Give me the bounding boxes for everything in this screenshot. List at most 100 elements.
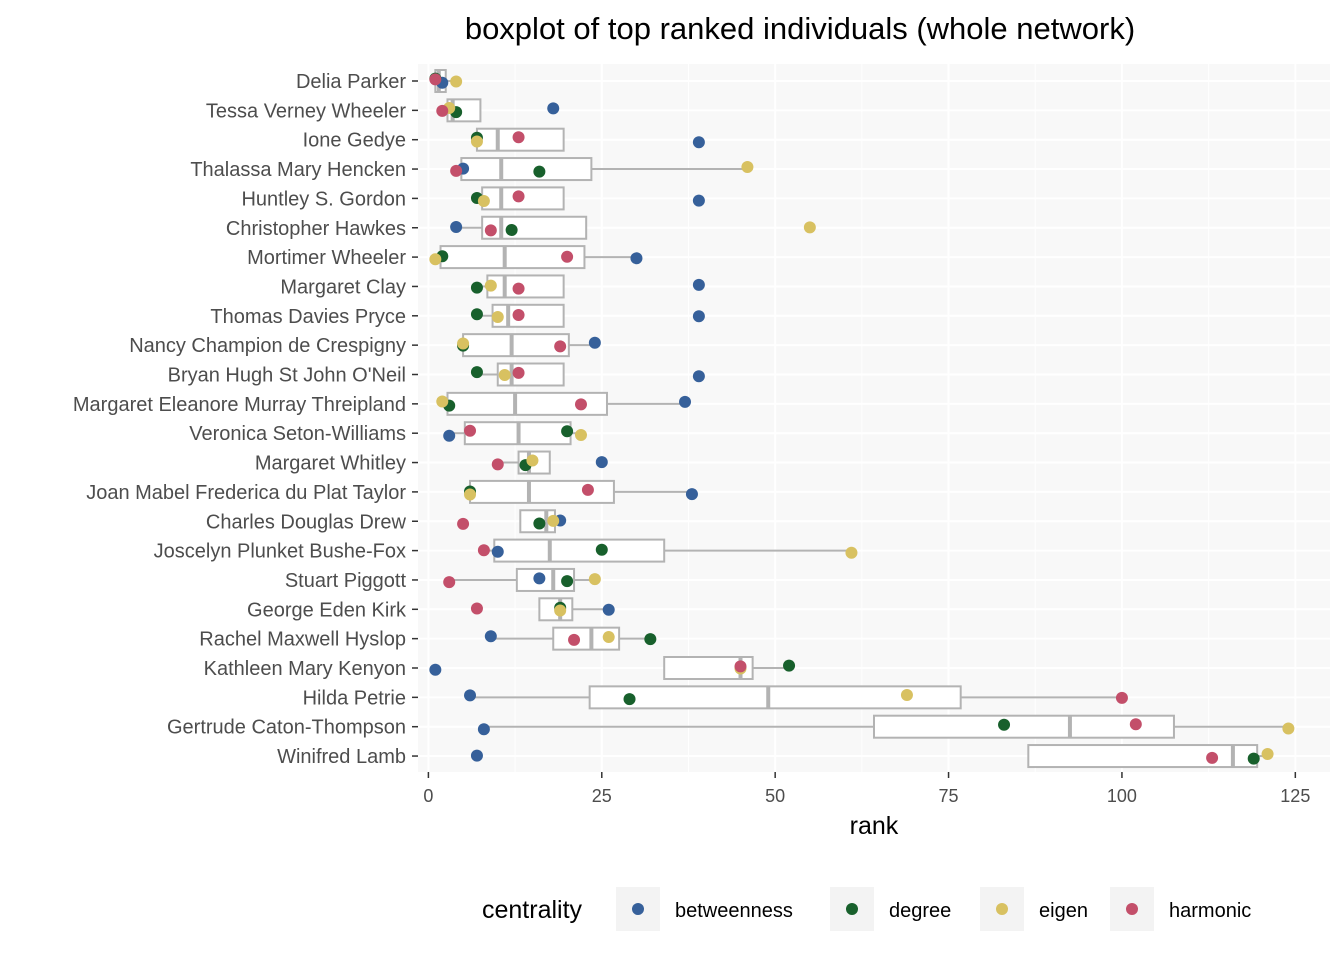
y-tick-label: Nancy Champion de Crespigny bbox=[129, 335, 406, 357]
y-tick-label: Mortimer Wheeler bbox=[247, 247, 406, 269]
point-degree bbox=[470, 308, 483, 321]
legend-entry-harmonic: harmonic bbox=[1110, 887, 1251, 931]
box-iqr bbox=[588, 685, 962, 710]
legend-title: centrality bbox=[482, 896, 583, 924]
point-betweenness bbox=[692, 278, 705, 291]
point-betweenness bbox=[477, 723, 490, 736]
box-iqr bbox=[515, 567, 576, 592]
point-harmonic bbox=[457, 517, 470, 530]
box-8 bbox=[476, 303, 565, 328]
legend-swatch bbox=[632, 903, 644, 915]
data-points bbox=[429, 72, 1295, 765]
point-eigen bbox=[526, 454, 539, 467]
point-eigen bbox=[450, 75, 463, 88]
legend-entry-degree: degree bbox=[830, 887, 951, 931]
plot-panel bbox=[418, 64, 1330, 772]
point-eigen bbox=[845, 546, 858, 559]
y-tick-label: Stuart Piggott bbox=[285, 570, 407, 592]
x-axis: 0 25 50 75 100 125 bbox=[423, 772, 1310, 806]
x-tick-label: 50 bbox=[765, 786, 785, 806]
point-harmonic bbox=[512, 309, 525, 321]
point-harmonic bbox=[491, 458, 504, 471]
point-harmonic bbox=[512, 190, 525, 203]
point-betweenness bbox=[470, 749, 483, 762]
box-iqr bbox=[462, 333, 570, 358]
x-tick-label: 100 bbox=[1107, 786, 1137, 806]
point-betweenness bbox=[692, 310, 705, 323]
box-iqr bbox=[486, 274, 565, 299]
point-eigen bbox=[554, 604, 567, 617]
point-harmonic bbox=[512, 366, 525, 379]
point-harmonic bbox=[561, 250, 574, 263]
y-tick-label: Christopher Hawkes bbox=[226, 218, 406, 240]
y-tick-label: Rachel Maxwell Hyslop bbox=[199, 629, 406, 651]
y-tick-label: Charles Douglas Drew bbox=[206, 511, 407, 533]
point-betweenness bbox=[484, 630, 497, 643]
point-betweenness bbox=[491, 545, 504, 558]
box-iqr bbox=[663, 656, 754, 680]
point-harmonic bbox=[568, 633, 581, 646]
boxes bbox=[434, 69, 1289, 769]
point-eigen bbox=[477, 195, 490, 207]
point-betweenness bbox=[533, 572, 546, 585]
y-tick-label: Margaret Clay bbox=[280, 276, 406, 298]
point-eigen bbox=[1261, 748, 1274, 761]
y-axis: Delia Parker Tessa Verney Wheeler Ione Ged… bbox=[73, 71, 418, 768]
y-tick-label: George Eden Kirk bbox=[247, 599, 407, 621]
point-betweenness bbox=[450, 220, 463, 233]
point-betweenness bbox=[602, 603, 615, 616]
box-23 bbox=[1027, 744, 1268, 769]
legend: centrality betweenness degree eigen harmoni… bbox=[482, 887, 1251, 931]
point-eigen bbox=[470, 135, 483, 148]
point-eigen bbox=[498, 369, 511, 381]
legend-label: eigen bbox=[1039, 900, 1088, 922]
point-degree bbox=[533, 165, 546, 178]
point-degree bbox=[1247, 752, 1260, 765]
y-tick-label: Margaret Eleanore Murray Threipland bbox=[73, 394, 406, 416]
legend-swatch bbox=[846, 903, 858, 915]
point-harmonic bbox=[512, 282, 525, 295]
legend-swatch bbox=[996, 903, 1008, 915]
point-harmonic bbox=[484, 224, 497, 237]
point-harmonic bbox=[1206, 751, 1219, 764]
point-eigen bbox=[457, 337, 470, 350]
point-harmonic bbox=[477, 544, 490, 557]
point-harmonic bbox=[443, 576, 456, 589]
point-degree bbox=[470, 281, 483, 294]
point-eigen bbox=[436, 395, 449, 408]
point-betweenness bbox=[630, 252, 643, 265]
legend-swatch bbox=[1126, 903, 1138, 915]
point-eigen bbox=[491, 311, 504, 323]
y-tick-label: Tessa Verney Wheeler bbox=[206, 100, 406, 122]
y-tick-label: Hilda Petrie bbox=[303, 687, 406, 709]
x-tick-label: 0 bbox=[423, 786, 433, 806]
legend-label: betweenness bbox=[675, 900, 793, 922]
point-degree bbox=[783, 659, 796, 672]
point-degree bbox=[644, 633, 657, 646]
y-tick-label: Kathleen Mary Kenyon bbox=[204, 658, 406, 680]
x-tick-label: 125 bbox=[1280, 786, 1310, 806]
point-degree bbox=[561, 575, 574, 588]
point-eigen bbox=[900, 688, 913, 701]
point-harmonic bbox=[464, 424, 477, 437]
point-harmonic bbox=[450, 164, 463, 177]
point-degree bbox=[561, 425, 574, 438]
y-tick-label: Margaret Whitley bbox=[255, 453, 406, 475]
y-tick-label: Delia Parker bbox=[296, 71, 406, 93]
point-degree bbox=[595, 543, 608, 556]
point-harmonic bbox=[1129, 718, 1142, 731]
legend-label: degree bbox=[889, 900, 951, 922]
box-iqr bbox=[1027, 744, 1259, 769]
point-eigen bbox=[602, 631, 615, 644]
box-iqr bbox=[552, 626, 621, 651]
chart-title: boxplot of top ranked individuals (whole… bbox=[465, 11, 1135, 46]
point-eigen bbox=[803, 221, 816, 234]
point-degree bbox=[623, 693, 636, 706]
y-tick-label: Joscelyn Plunket Bushe-Fox bbox=[154, 541, 406, 563]
point-eigen bbox=[429, 253, 442, 266]
y-tick-label: Thalassa Mary Hencken bbox=[190, 159, 406, 181]
point-betweenness bbox=[692, 136, 705, 149]
box-iqr bbox=[481, 215, 588, 240]
